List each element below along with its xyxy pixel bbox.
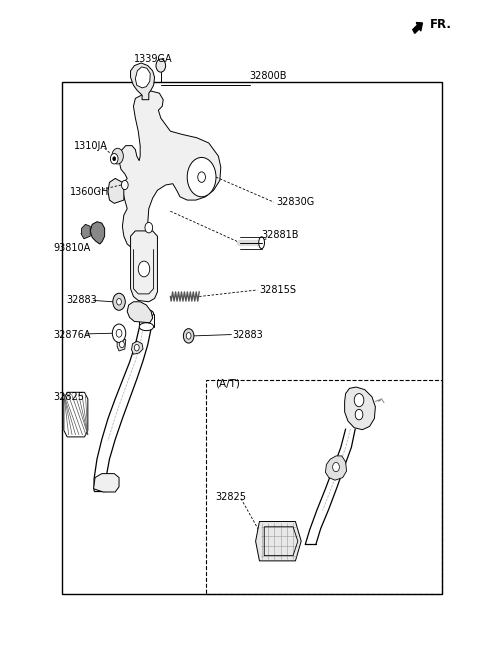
Circle shape [183, 329, 194, 343]
Polygon shape [119, 91, 221, 251]
Polygon shape [90, 222, 105, 244]
Polygon shape [131, 63, 155, 100]
Polygon shape [135, 67, 150, 88]
Circle shape [138, 261, 150, 277]
Text: 32881B: 32881B [262, 230, 299, 240]
Circle shape [117, 298, 121, 305]
Text: 1310JA: 1310JA [74, 140, 108, 151]
Polygon shape [255, 522, 301, 561]
Circle shape [112, 324, 126, 342]
Polygon shape [82, 224, 90, 239]
Circle shape [120, 341, 124, 348]
Text: 32883: 32883 [233, 329, 264, 340]
Circle shape [333, 462, 339, 472]
Polygon shape [131, 231, 157, 302]
Polygon shape [325, 456, 347, 480]
Circle shape [113, 157, 116, 161]
Circle shape [112, 148, 123, 164]
Circle shape [186, 333, 191, 339]
Text: 32825: 32825 [54, 392, 85, 402]
FancyArrow shape [413, 22, 422, 33]
Bar [62, 82, 442, 594]
Text: 1339GA: 1339GA [134, 54, 173, 64]
Ellipse shape [259, 237, 264, 249]
Circle shape [121, 180, 128, 190]
Text: 32876A: 32876A [54, 329, 91, 340]
Text: 32883: 32883 [66, 295, 97, 305]
Circle shape [145, 222, 153, 233]
Polygon shape [117, 338, 126, 351]
Text: FR.: FR. [430, 18, 452, 31]
Circle shape [198, 172, 205, 182]
Circle shape [110, 154, 118, 164]
Text: 32815S: 32815S [259, 285, 296, 295]
Circle shape [113, 293, 125, 310]
Polygon shape [132, 341, 143, 354]
Text: (A/T): (A/T) [215, 379, 240, 389]
Polygon shape [127, 302, 153, 323]
Circle shape [355, 409, 363, 420]
Circle shape [116, 329, 122, 337]
Text: 32825: 32825 [215, 492, 246, 502]
Polygon shape [64, 392, 88, 437]
Text: 32830G: 32830G [276, 197, 314, 207]
Circle shape [354, 394, 364, 407]
Polygon shape [94, 474, 119, 492]
Text: 1360GH: 1360GH [70, 187, 109, 197]
Circle shape [134, 344, 139, 351]
Ellipse shape [139, 310, 154, 318]
Polygon shape [108, 178, 124, 203]
Circle shape [156, 59, 166, 72]
Text: 32800B: 32800B [250, 71, 287, 81]
Ellipse shape [139, 323, 154, 331]
Text: 93810A: 93810A [54, 243, 91, 253]
Circle shape [187, 157, 216, 197]
Bar [206, 380, 442, 594]
Polygon shape [345, 387, 375, 430]
